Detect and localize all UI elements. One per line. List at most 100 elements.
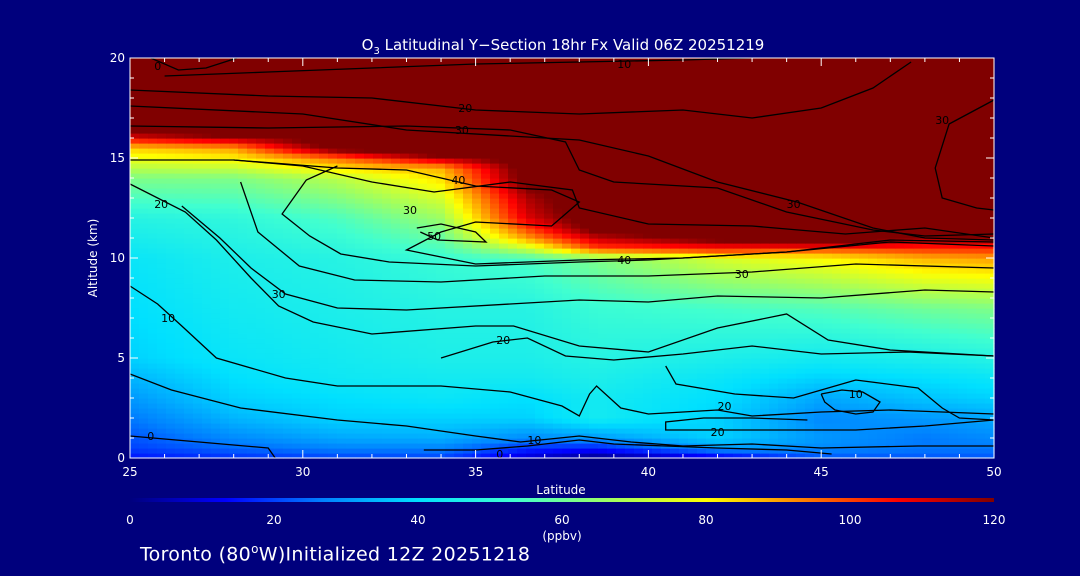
heatmap-cell bbox=[742, 418, 752, 424]
heatmap-cell bbox=[643, 408, 653, 414]
heatmap-cell bbox=[544, 443, 554, 449]
heatmap-cell bbox=[814, 233, 824, 239]
heatmap-cell bbox=[931, 293, 941, 299]
heatmap-cell bbox=[427, 308, 437, 314]
heatmap-cell bbox=[868, 348, 878, 354]
heatmap-cell bbox=[355, 288, 365, 294]
heatmap-cell bbox=[400, 248, 410, 254]
heatmap-cell bbox=[292, 453, 302, 459]
heatmap-cell bbox=[490, 228, 500, 234]
heatmap-cell bbox=[733, 373, 743, 379]
heatmap-cell bbox=[193, 438, 203, 444]
heatmap-cell bbox=[481, 343, 491, 349]
heatmap-cell bbox=[562, 383, 572, 389]
heatmap-cell bbox=[157, 208, 167, 214]
heatmap-cell bbox=[265, 358, 275, 364]
heatmap-cell bbox=[418, 268, 428, 274]
heatmap-cell bbox=[184, 243, 194, 249]
heatmap-cell bbox=[670, 298, 680, 304]
heatmap-cell bbox=[346, 398, 356, 404]
heatmap-cell bbox=[976, 408, 986, 414]
heatmap-cell bbox=[346, 363, 356, 369]
heatmap-cell bbox=[859, 368, 869, 374]
heatmap-cell bbox=[868, 358, 878, 364]
heatmap-cell bbox=[688, 303, 698, 309]
heatmap-cell bbox=[265, 363, 275, 369]
heatmap-cell bbox=[796, 423, 806, 429]
heatmap-cell bbox=[949, 323, 959, 329]
heatmap-cell bbox=[553, 318, 563, 324]
heatmap-cell bbox=[697, 418, 707, 424]
heatmap-cell bbox=[220, 263, 230, 269]
heatmap-cell bbox=[355, 248, 365, 254]
heatmap-cell bbox=[220, 393, 230, 399]
heatmap-cell bbox=[643, 208, 653, 214]
heatmap-cell bbox=[472, 423, 482, 429]
heatmap-cell bbox=[814, 243, 824, 249]
heatmap-cell bbox=[697, 233, 707, 239]
heatmap-cell bbox=[292, 243, 302, 249]
heatmap-cell bbox=[427, 233, 437, 239]
heatmap-cell bbox=[877, 328, 887, 334]
heatmap-cell bbox=[184, 198, 194, 204]
heatmap-cell bbox=[859, 238, 869, 244]
heatmap-cell bbox=[436, 243, 446, 249]
heatmap-cell bbox=[589, 353, 599, 359]
heatmap-cell bbox=[751, 433, 761, 439]
heatmap-cell bbox=[580, 248, 590, 254]
heatmap-cell bbox=[202, 233, 212, 239]
heatmap-cell bbox=[814, 208, 824, 214]
heatmap-cell bbox=[643, 428, 653, 434]
heatmap-cell bbox=[517, 298, 527, 304]
heatmap-cell bbox=[895, 358, 905, 364]
heatmap-cell bbox=[562, 203, 572, 209]
heatmap-cell bbox=[760, 263, 770, 269]
heatmap-cell bbox=[229, 428, 239, 434]
heatmap-cell bbox=[526, 253, 536, 259]
heatmap-cell bbox=[931, 308, 941, 314]
heatmap-cell bbox=[895, 353, 905, 359]
heatmap-cell bbox=[697, 383, 707, 389]
heatmap-cell bbox=[571, 373, 581, 379]
heatmap-cell bbox=[706, 383, 716, 389]
heatmap-cell bbox=[733, 358, 743, 364]
heatmap-cell bbox=[202, 263, 212, 269]
heatmap-cell bbox=[346, 338, 356, 344]
heatmap-cell bbox=[625, 313, 635, 319]
heatmap-cell bbox=[634, 358, 644, 364]
heatmap-cell bbox=[805, 278, 815, 284]
heatmap-cell bbox=[706, 293, 716, 299]
heatmap-cell bbox=[409, 353, 419, 359]
heatmap-cell bbox=[670, 323, 680, 329]
heatmap-cell bbox=[940, 303, 950, 309]
heatmap-cell bbox=[958, 433, 968, 439]
heatmap-cell bbox=[976, 268, 986, 274]
heatmap-cell bbox=[850, 233, 860, 239]
heatmap-cell bbox=[562, 413, 572, 419]
heatmap-cell bbox=[850, 373, 860, 379]
heatmap-cell bbox=[220, 198, 230, 204]
heatmap-cell bbox=[301, 338, 311, 344]
heatmap-cell bbox=[967, 258, 977, 264]
heatmap-cell bbox=[886, 378, 896, 384]
heatmap-cell bbox=[670, 403, 680, 409]
heatmap-cell bbox=[247, 208, 257, 214]
heatmap-cell bbox=[409, 408, 419, 414]
heatmap-cell bbox=[382, 323, 392, 329]
heatmap-cell bbox=[850, 263, 860, 269]
heatmap-cell bbox=[616, 378, 626, 384]
heatmap-cell bbox=[211, 308, 221, 314]
heatmap-cell bbox=[643, 368, 653, 374]
heatmap-cell bbox=[976, 303, 986, 309]
heatmap-cell bbox=[796, 218, 806, 224]
heatmap-cell bbox=[454, 318, 464, 324]
heatmap-cell bbox=[256, 413, 266, 419]
heatmap-cell bbox=[823, 338, 833, 344]
heatmap-cell bbox=[823, 268, 833, 274]
heatmap-cell bbox=[526, 268, 536, 274]
heatmap-cell bbox=[535, 333, 545, 339]
heatmap-cell bbox=[436, 443, 446, 449]
heatmap-cell bbox=[301, 428, 311, 434]
heatmap-cell bbox=[391, 428, 401, 434]
heatmap-cell bbox=[877, 208, 887, 214]
